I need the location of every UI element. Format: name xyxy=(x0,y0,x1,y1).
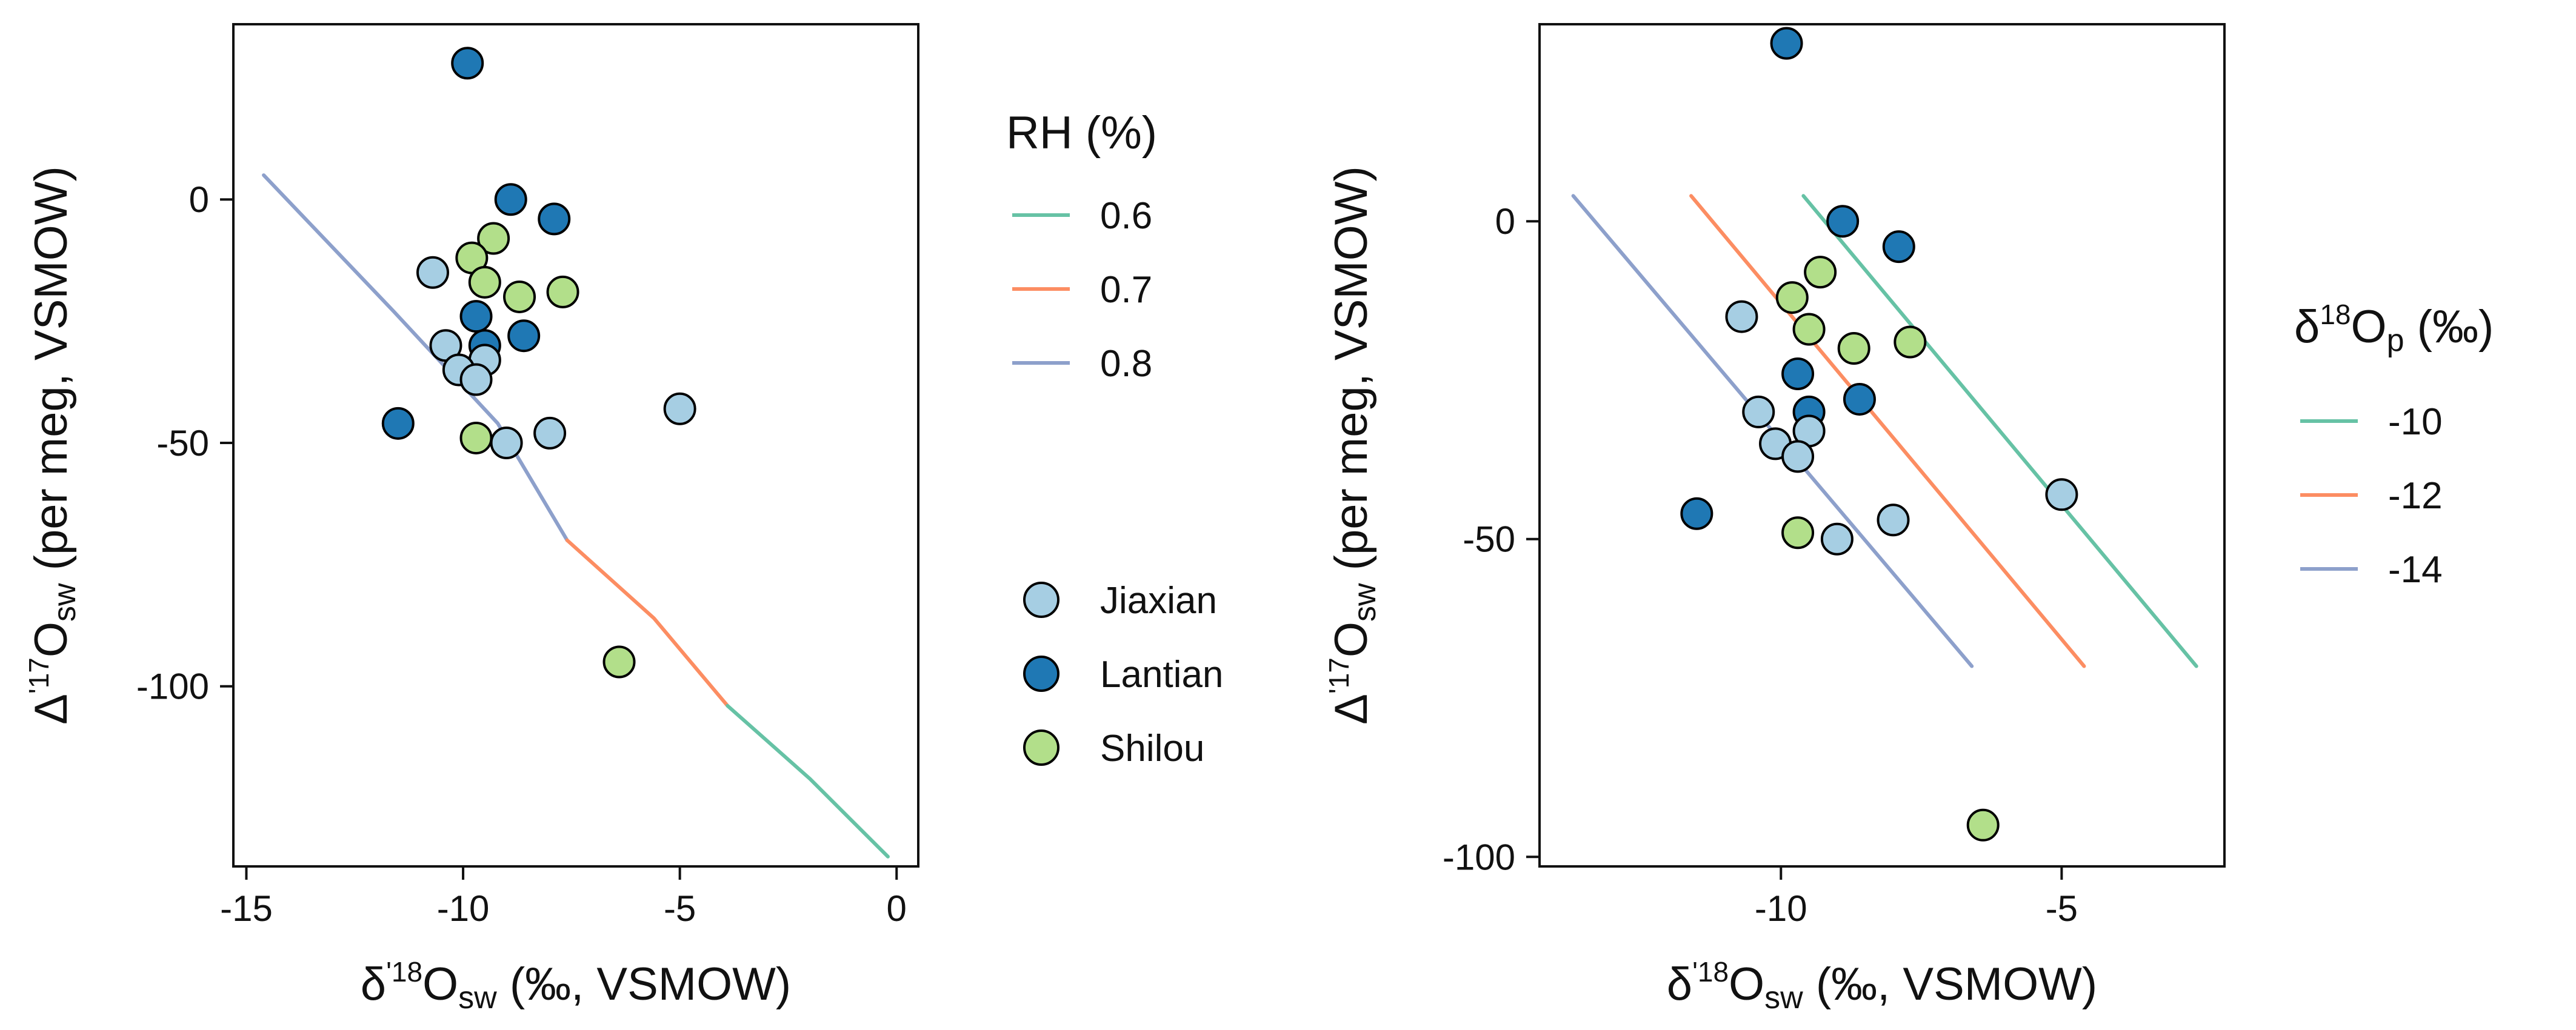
x-tick-label: -10 xyxy=(437,888,490,929)
plot-frame xyxy=(232,23,919,868)
data-point-lantian xyxy=(1843,382,1876,416)
plot-frame xyxy=(1538,23,2226,868)
data-point-lantian xyxy=(381,407,415,440)
data-point-shilou xyxy=(1894,325,1927,359)
data-point-jiaxian xyxy=(2045,478,2078,511)
legend-point-label: Shilou xyxy=(1100,728,1204,769)
data-point-lantian xyxy=(459,300,493,333)
data-point-jiaxian xyxy=(416,256,449,289)
data-point-shilou xyxy=(602,645,636,679)
data-point-lantian xyxy=(1826,205,1860,238)
data-point-shilou xyxy=(459,421,493,454)
y-tick-label: 0 xyxy=(1495,201,1515,242)
legend-title: δ18Op (‰) xyxy=(2294,299,2494,358)
data-point-lantian xyxy=(494,183,527,216)
data-point-shilou xyxy=(503,280,536,313)
y-tick-label: -50 xyxy=(156,423,209,463)
legend-point-label: Lantian xyxy=(1100,654,1223,696)
data-point-shilou xyxy=(546,275,579,308)
data-point-lantian xyxy=(1770,27,1803,60)
data-point-shilou xyxy=(1837,332,1870,365)
model-line-0.7 xyxy=(565,538,730,708)
x-tick-label: -5 xyxy=(664,888,696,929)
legend-line-label: -14 xyxy=(2388,549,2443,591)
model-line-0.8 xyxy=(262,173,569,542)
y-tick-label: -100 xyxy=(136,666,209,707)
data-point-jiaxian xyxy=(1725,300,1758,333)
y-axis-title: Δ'17Osw (per meg, VSMOW) xyxy=(1323,166,1383,725)
data-point-jiaxian xyxy=(1742,395,1775,428)
data-point-shilou xyxy=(1804,256,1837,289)
data-point-jiaxian xyxy=(1781,440,1815,473)
legend-line-label: 0.7 xyxy=(1100,269,1152,311)
legend-point-key xyxy=(1023,582,1059,618)
data-point-lantian xyxy=(507,319,541,353)
y-tick-label: 0 xyxy=(189,179,209,220)
left-legend: RH (%) 0.6 0.7 0.8 Jiaxian Lantian Shilou xyxy=(1006,107,1223,769)
legend-point-key xyxy=(1023,656,1059,692)
model-line--10 xyxy=(1801,194,2198,668)
right-legend: δ18Op (‰) -10 -12 -14 xyxy=(2294,299,2494,591)
y-axis-title: Δ'17Osw (per meg, VSMOW) xyxy=(23,166,82,725)
x-axis-title: δ'18Osw (‰, VSMOW) xyxy=(361,956,791,1015)
y-tick-label: -100 xyxy=(1443,837,1515,877)
data-point-lantian xyxy=(451,47,484,80)
data-point-shilou xyxy=(1781,516,1815,550)
data-point-lantian xyxy=(1680,497,1713,530)
x-tick-label: -10 xyxy=(1755,888,1807,929)
data-point-lantian xyxy=(538,202,571,236)
legend-line-label: -10 xyxy=(2388,401,2443,443)
legend-point-label: Jiaxian xyxy=(1100,580,1217,622)
data-point-jiaxian xyxy=(459,363,493,396)
model-line--12 xyxy=(1689,194,2086,668)
data-point-jiaxian xyxy=(1877,503,1910,537)
data-point-shilou xyxy=(1775,281,1809,314)
data-point-shilou xyxy=(1792,313,1826,346)
y-tick-label: -50 xyxy=(1463,519,1515,560)
x-tick-label: -5 xyxy=(2046,888,2078,929)
data-point-jiaxian xyxy=(533,416,567,450)
data-point-shilou xyxy=(1966,808,2000,842)
data-point-jiaxian xyxy=(663,392,696,425)
x-tick-label: 0 xyxy=(887,888,907,929)
data-point-jiaxian xyxy=(1820,522,1854,556)
legend-title: RH (%) xyxy=(1006,107,1157,159)
legend-line-label: 0.8 xyxy=(1100,343,1152,385)
data-point-lantian xyxy=(1882,230,1915,264)
model-line-0.6 xyxy=(726,703,890,859)
legend-line-label: -12 xyxy=(2388,475,2443,517)
legend-line-label: 0.6 xyxy=(1100,195,1152,237)
data-point-shilou xyxy=(477,222,510,255)
x-tick-label: -15 xyxy=(220,888,273,929)
legend-point-key xyxy=(1023,729,1059,766)
data-point-jiaxian xyxy=(490,426,523,459)
data-point-shilou xyxy=(468,265,501,299)
data-point-lantian xyxy=(1781,357,1815,390)
x-axis-title: δ'18Osw (‰, VSMOW) xyxy=(1667,956,2097,1015)
